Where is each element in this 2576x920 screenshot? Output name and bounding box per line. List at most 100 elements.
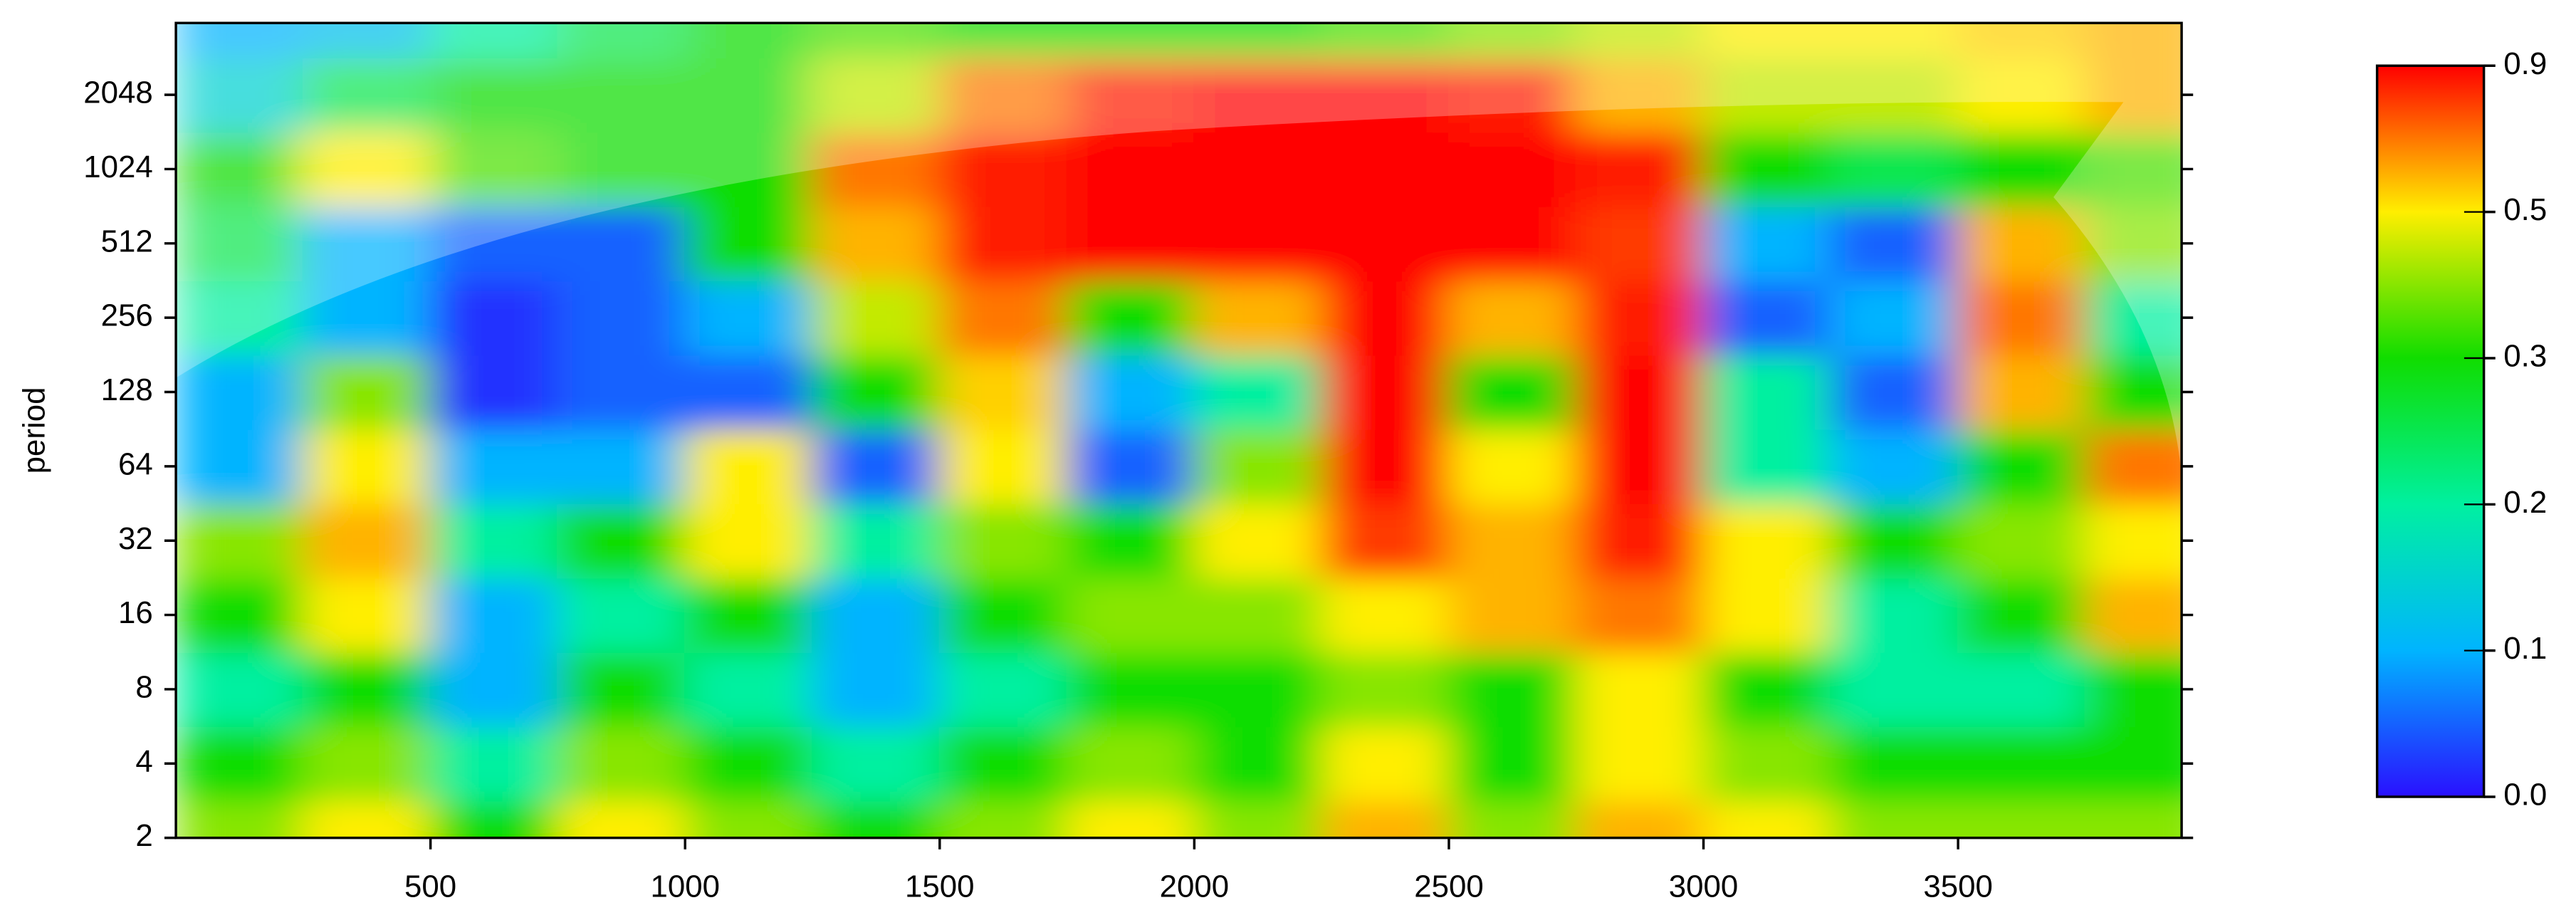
heat-cell bbox=[1321, 56, 1450, 133]
heat-cell bbox=[557, 279, 686, 356]
heat-cell bbox=[302, 56, 431, 133]
heat-cell bbox=[1575, 502, 1705, 579]
heat-cell bbox=[557, 502, 686, 579]
x-tick-label: 500 bbox=[404, 869, 456, 904]
colorbar bbox=[2375, 64, 2486, 798]
heat-cell bbox=[1830, 56, 1959, 133]
heat-cell bbox=[2084, 577, 2182, 653]
colorbar-tick-label: 0.1 bbox=[2503, 631, 2547, 666]
heat-cell bbox=[811, 205, 941, 282]
heat-cell bbox=[811, 502, 941, 579]
heat-cell bbox=[1830, 23, 1959, 59]
heat-cell bbox=[2084, 279, 2182, 356]
y-axis-label: period bbox=[17, 387, 52, 474]
x-tick-label: 3000 bbox=[1669, 869, 1739, 904]
y-tick-label: 4 bbox=[135, 744, 152, 779]
x-tick-label: 1500 bbox=[905, 869, 975, 904]
heat-cell bbox=[429, 205, 559, 282]
heat-cell bbox=[302, 428, 431, 505]
colorbar-tick-label: 0.5 bbox=[2503, 192, 2547, 227]
cone-of-influence bbox=[176, 23, 2182, 477]
heat-cell bbox=[1830, 205, 1959, 282]
heat-cell bbox=[1193, 651, 1323, 728]
heat-cell bbox=[1957, 800, 2087, 838]
heat-cell bbox=[429, 800, 559, 838]
heat-cell bbox=[1193, 428, 1323, 505]
heat-cell bbox=[1447, 577, 1577, 653]
heat-cell bbox=[684, 56, 814, 133]
heat-cell bbox=[938, 279, 1068, 356]
heat-cell bbox=[1575, 279, 1705, 356]
heat-cell bbox=[1447, 56, 1577, 133]
heat-cell bbox=[429, 279, 559, 356]
heat-cell bbox=[684, 800, 814, 838]
heat-cell bbox=[176, 131, 305, 207]
heat-cell bbox=[938, 502, 1068, 579]
heat-cell bbox=[429, 354, 559, 430]
heat-cell bbox=[1575, 205, 1705, 282]
heat-cell bbox=[938, 651, 1068, 728]
heat-cell bbox=[938, 23, 1068, 59]
colorbar-tick-label: 0.0 bbox=[2503, 778, 2547, 812]
y-tick-label: 1024 bbox=[83, 150, 153, 184]
y-tick-label: 2 bbox=[135, 818, 152, 853]
heat-cell bbox=[1830, 725, 1959, 802]
heat-cell bbox=[1957, 502, 2087, 579]
heat-cell bbox=[1447, 725, 1577, 802]
heat-cell bbox=[2084, 651, 2182, 728]
heatmap bbox=[176, 23, 2182, 838]
heat-cell bbox=[557, 131, 686, 207]
heat-cell bbox=[1193, 577, 1323, 653]
heat-cell bbox=[1830, 131, 1959, 207]
heat-cell bbox=[1193, 131, 1323, 207]
heat-cell bbox=[1447, 428, 1577, 505]
heat-cell bbox=[1702, 502, 1832, 579]
heat-cell bbox=[1575, 577, 1705, 653]
heat-cell bbox=[302, 131, 431, 207]
heat-cell bbox=[1321, 725, 1450, 802]
heat-cell bbox=[1830, 577, 1959, 653]
heat-cell bbox=[2084, 56, 2182, 133]
heat-cell bbox=[557, 651, 686, 728]
heat-cell bbox=[1321, 502, 1450, 579]
heat-cell bbox=[938, 205, 1068, 282]
colorbar-tick-label: 0.2 bbox=[2503, 485, 2547, 520]
colorbar-tick-label: 0.9 bbox=[2503, 46, 2547, 81]
heat-cell bbox=[429, 428, 559, 505]
heat-cell bbox=[938, 56, 1068, 133]
heat-cell bbox=[302, 23, 431, 59]
heat-cell bbox=[176, 577, 305, 653]
heat-cell bbox=[1447, 205, 1577, 282]
heat-cell bbox=[2084, 428, 2182, 505]
heat-cell bbox=[1702, 279, 1832, 356]
heat-cell bbox=[1957, 725, 2087, 802]
heat-cell bbox=[176, 56, 305, 133]
heat-cell bbox=[1702, 205, 1832, 282]
heat-cell bbox=[938, 428, 1068, 505]
heat-cell bbox=[811, 800, 941, 838]
y-tick-label: 128 bbox=[101, 372, 153, 407]
heat-cell bbox=[938, 725, 1068, 802]
heat-cell bbox=[1321, 428, 1450, 505]
heat-cell bbox=[557, 725, 686, 802]
heat-cell bbox=[302, 502, 431, 579]
heat-cell bbox=[1575, 131, 1705, 207]
heat-cell bbox=[176, 651, 305, 728]
heat-cell bbox=[557, 800, 686, 838]
heat-cell bbox=[1193, 23, 1323, 59]
y-tick-label: 8 bbox=[135, 670, 152, 705]
heat-cell bbox=[1702, 23, 1832, 59]
heat-cell bbox=[1830, 279, 1959, 356]
x-tick-label: 3500 bbox=[1923, 869, 1993, 904]
heat-cell bbox=[2084, 205, 2182, 282]
heat-cell bbox=[1575, 800, 1705, 838]
heat-cell bbox=[1193, 800, 1323, 838]
heat-cell bbox=[938, 577, 1068, 653]
heat-cell bbox=[1702, 56, 1832, 133]
heat-cell bbox=[1193, 205, 1323, 282]
heat-cell bbox=[1575, 56, 1705, 133]
heat-cell bbox=[1830, 502, 1959, 579]
heat-cell bbox=[1066, 725, 1195, 802]
heat-cell bbox=[176, 800, 305, 838]
